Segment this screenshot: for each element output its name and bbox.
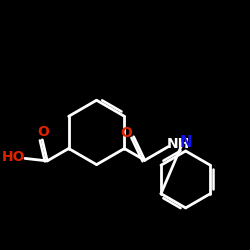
Text: NH: NH bbox=[167, 137, 190, 151]
Text: O: O bbox=[120, 126, 132, 140]
Text: HO: HO bbox=[2, 150, 25, 164]
Text: O: O bbox=[37, 126, 49, 140]
Text: N: N bbox=[180, 135, 192, 150]
